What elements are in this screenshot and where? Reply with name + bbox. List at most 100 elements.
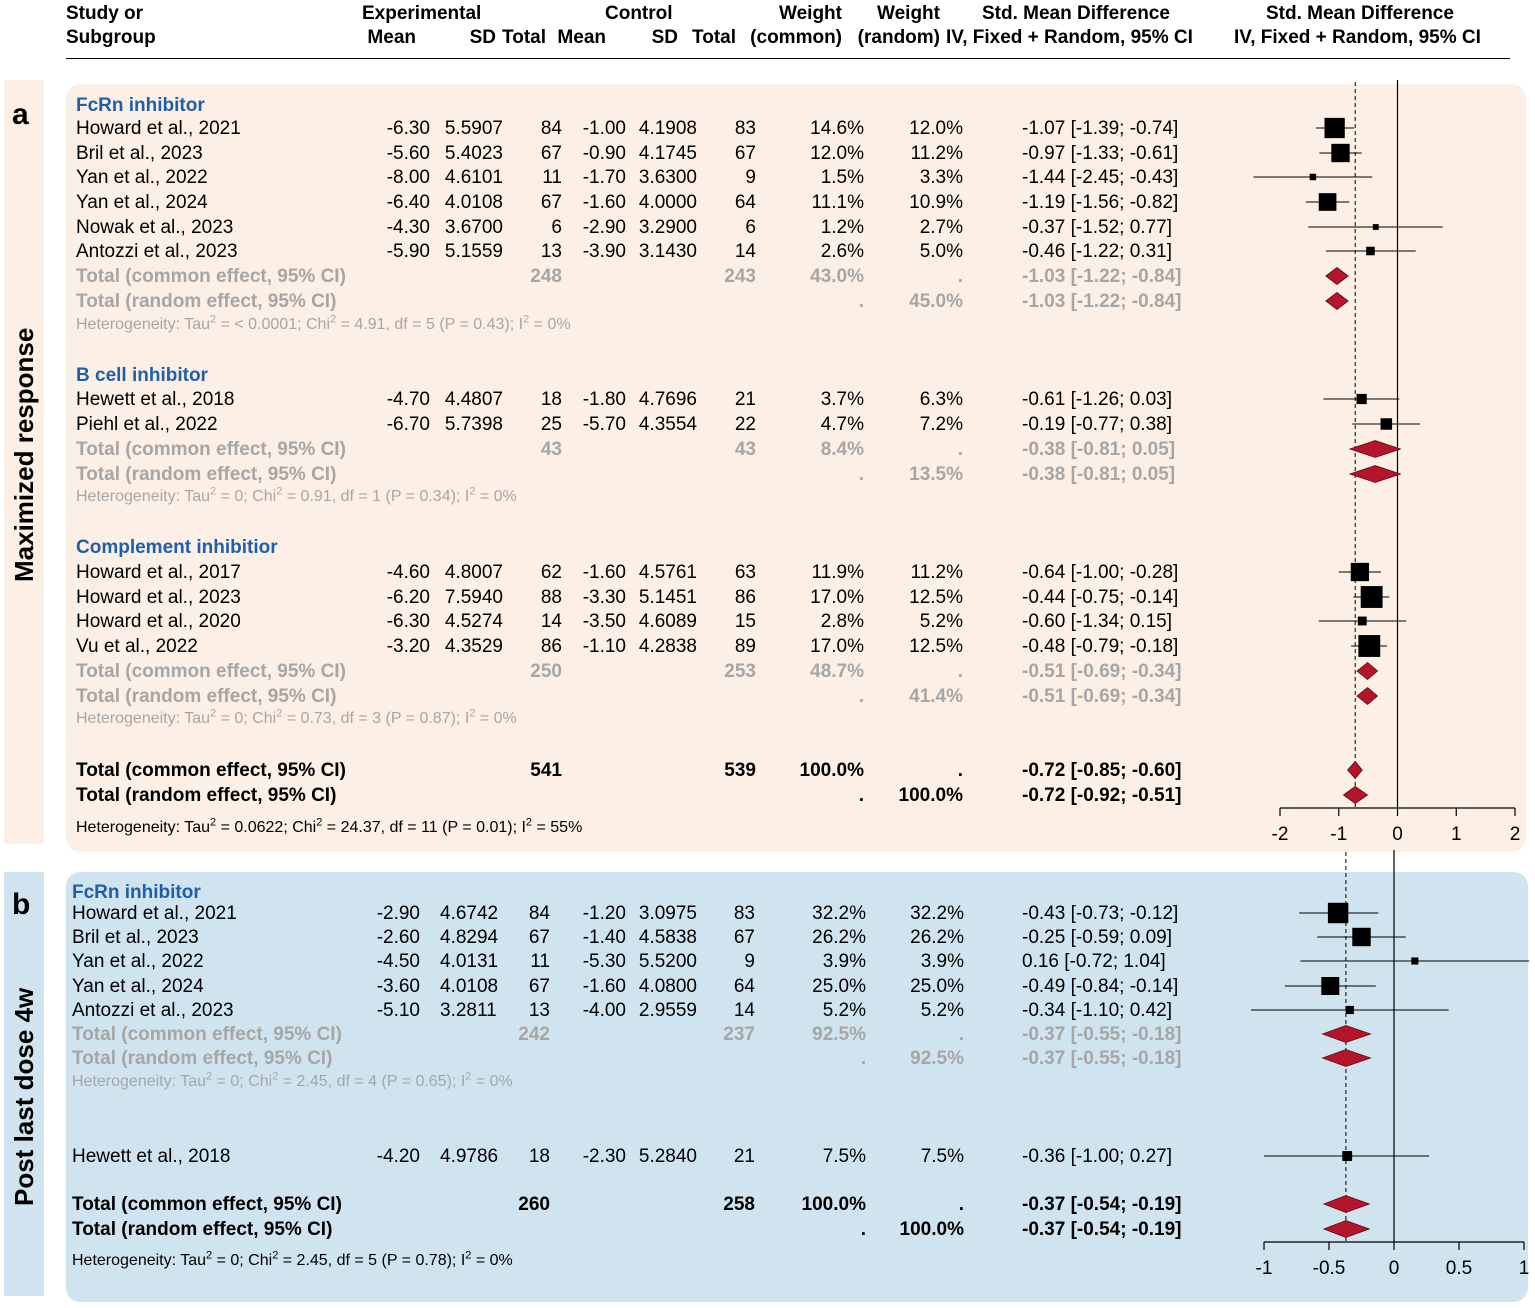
study-row-exp-total: 18 [528,1146,550,1167]
overall-common-exp-total: 260 [518,1194,550,1215]
study-row-exp-mean: -4.60 [386,562,430,583]
het-value: 0.65 [415,1073,447,1090]
overall-random-weight-random: 100.0% [899,1219,964,1240]
study-row-ctl-mean: -1.10 [582,636,626,657]
study-row-ci: -0.25 [-0.59; 0.09] [1022,927,1172,948]
study-row-exp-mean: -4.30 [386,217,430,238]
subgroup-common-ci: -0.38 [-0.81; 0.05] [1022,439,1176,460]
study-row-ctl-sd: 3.1430 [638,241,697,262]
het-value: 4.91 [354,316,386,333]
het-value: 0.91 [300,488,332,505]
study-row-ci: -0.97 [-1.33; -0.61] [1022,143,1179,164]
study-row-weight-random: 25.0% [910,976,964,997]
study-row-ctl-total: 21 [733,1146,755,1167]
het-value: 3 [372,710,382,727]
study-row-exp-total: 67 [528,927,550,948]
study-row-exp-mean: -5.10 [376,1000,420,1021]
subgroup-heterogeneity: Heterogeneity: Tau2 = 0; Chi2 = 0.73, df… [76,707,517,727]
study-row-weight-random: 11.2% [910,143,963,164]
overall-common-ci: -0.72 [-0.85; -0.60] [1022,760,1182,781]
het-value: 0% [493,488,517,505]
study-row-exp-sd: 4.8007 [444,562,503,583]
study-effect-square [1352,927,1371,947]
study-row-label: Bril et al., 2023 [76,143,203,164]
subgroup-common-weight-random: . [957,266,963,287]
study-row-ctl-mean: -1.80 [582,389,626,410]
study-row-ctl-sd: 4.1908 [638,118,697,139]
subgroup-common-weight-common: 8.4% [820,439,864,460]
x-tick-label: 0 [1389,1258,1400,1279]
study-row-weight-random: 26.2% [910,927,964,948]
study-row-exp-sd: 3.2811 [440,1000,497,1021]
study-row-exp-sd: 4.3529 [444,636,503,657]
subgroup-random-label: Total (random effect, 95% CI) [76,464,337,485]
overall-common-ci: -0.37 [-0.54; -0.19] [1022,1194,1182,1215]
header-common: (common) [750,27,842,48]
het-value: 0 [230,1073,240,1090]
study-row-ctl-mean: -2.90 [582,217,626,238]
het-value: 2.45 [296,1073,328,1090]
study-row-weight-common: 3.9% [822,951,866,972]
study-row-ctl-total: 67 [733,927,755,948]
pooled-effect-diamond [1347,760,1363,780]
study-row-exp-sd: 4.0108 [440,976,499,997]
overall-random-label: Total (random effect, 95% CI) [76,785,337,806]
study-row-weight-common: 3.7% [820,389,864,410]
subgroup-common-weight-common: 48.7% [810,661,864,682]
study-row-label: Antozzi et al., 2023 [76,241,238,262]
het-value: 5 [425,316,435,333]
study-row-weight-common: 7.5% [822,1146,866,1167]
study-row-exp-mean: -5.60 [386,143,430,164]
overall-common-ctl-total: 258 [723,1194,755,1215]
study-row-ctl-mean: -5.70 [582,414,626,435]
study-row-weight-random: 5.0% [919,241,963,262]
study-row-ctl-mean: -2.30 [582,1146,626,1167]
subgroup-title: FcRn inhibitor [76,95,205,116]
study-row-weight-random: 12.5% [909,587,963,608]
subgroup-random-weight-random: 92.5% [910,1048,964,1069]
study-row-ctl-mean: -1.60 [582,976,626,997]
subgroup-common-exp-total: 248 [530,266,562,287]
study-effect-square [1366,246,1375,256]
study-row-ctl-mean: -4.00 [582,1000,626,1021]
overall-common-ctl-total: 539 [724,760,756,781]
overall-common-weight-random: . [958,1194,964,1215]
study-row-exp-mean: -6.30 [386,611,430,632]
study-row-ctl-sd: 5.2840 [638,1146,697,1167]
header-ctl-sd: SD [651,27,678,48]
subgroup-common-ci: -0.37 [-0.55; -0.18] [1022,1024,1182,1045]
study-row-exp-total: 13 [540,241,562,262]
study-row-exp-sd: 4.5274 [444,611,503,632]
pooled-effect-diamond [1348,440,1402,458]
subgroup-heterogeneity: Heterogeneity: Tau2 = 0; Chi2 = 2.45, df… [72,1070,513,1090]
header-exp-total: Total [502,27,546,48]
study-row-ctl-sd: 4.7696 [638,389,697,410]
study-row-exp-total: 14 [540,611,562,632]
study-row-exp-sd: 5.5907 [444,118,503,139]
study-row-exp-sd: 7.5940 [444,587,503,608]
study-row-label: Hewett et al., 2018 [72,1146,231,1167]
study-row-ctl-mean: -1.60 [582,562,626,583]
subgroup-common-label: Total (common effect, 95% CI) [72,1024,342,1045]
study-row-ci: -1.44 [-2.45; -0.43] [1022,167,1179,188]
pooled-effect-diamond [1348,465,1402,483]
overall-random-ci: -0.72 [-0.92; -0.51] [1022,785,1182,806]
study-row-ctl-total: 63 [734,562,756,583]
het-value: 0 [230,1252,240,1269]
subgroup-heterogeneity: Heterogeneity: Tau2 = 0; Chi2 = 0.91, df… [76,485,517,505]
study-row-weight-common: 11.9% [811,562,864,583]
panel-a-side-strip [4,80,44,844]
panel-b-letter: b [12,888,31,921]
study-row-label: Yan et al., 2022 [72,951,204,972]
het-value: 2.45 [296,1252,328,1269]
study-row-ctl-mean: -0.90 [582,143,626,164]
study-effect-square [1350,562,1370,582]
study-row-label: Howard et al., 2021 [76,118,241,139]
study-row-exp-mean: -2.60 [376,927,420,948]
subgroup-random-weight-random: 45.0% [909,291,963,312]
header-rule [66,58,1510,59]
study-row-ctl-sd: 4.0000 [638,192,697,213]
header-method-table: IV, Fixed + Random, 95% CI [946,27,1193,48]
study-row-label: Antozzi et al., 2023 [72,1000,234,1021]
